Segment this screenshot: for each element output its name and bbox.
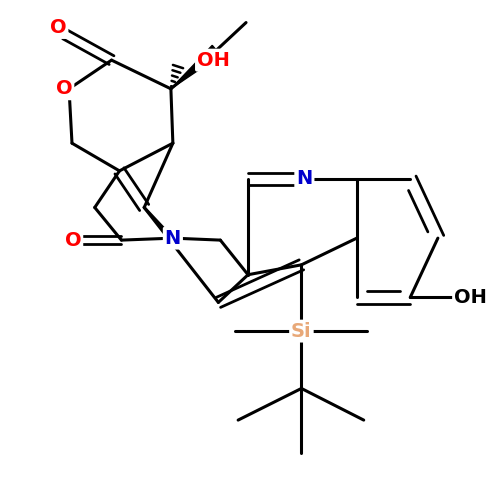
Text: Si: Si xyxy=(291,322,312,340)
Text: OH: OH xyxy=(454,288,487,307)
Text: O: O xyxy=(56,80,72,98)
Polygon shape xyxy=(171,46,220,89)
Text: OH: OH xyxy=(197,50,230,70)
Text: N: N xyxy=(296,170,312,188)
Text: N: N xyxy=(164,228,181,248)
Text: O: O xyxy=(50,18,66,37)
Text: O: O xyxy=(64,230,82,250)
